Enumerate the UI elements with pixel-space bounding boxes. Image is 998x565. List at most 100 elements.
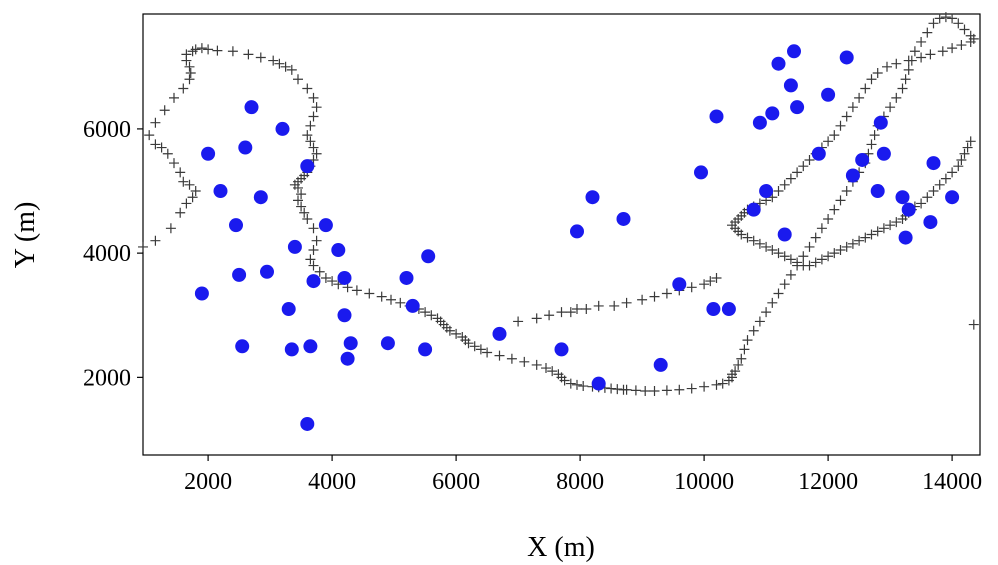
boundary-point (178, 83, 189, 94)
x-tick-label: 4000 (308, 469, 356, 495)
boundary-point (150, 117, 161, 128)
boundary-point (305, 120, 316, 131)
sample-point (343, 336, 358, 351)
boundary-point (469, 341, 480, 352)
sample-point (672, 277, 687, 292)
boundary-point (364, 288, 375, 299)
boundary-point (922, 192, 933, 203)
sample-point (765, 106, 780, 121)
boundary-point (376, 291, 387, 302)
sample-point (855, 152, 870, 167)
boundary-point (733, 359, 744, 370)
boundary-point (785, 173, 796, 184)
sample-point (945, 190, 960, 205)
boundary-point (965, 36, 976, 47)
boundary-point (823, 251, 834, 262)
sample-point (616, 211, 631, 226)
boundary-point (159, 105, 170, 116)
sample-point (337, 308, 352, 323)
boundary-point (609, 300, 620, 311)
boundary-point (175, 207, 186, 218)
boundary-point (506, 353, 517, 364)
boundary-point (630, 385, 641, 396)
boundary-point (965, 136, 976, 147)
sample-point (771, 56, 786, 71)
boundary-point (829, 130, 840, 141)
boundary-point (736, 353, 747, 364)
boundary-point (847, 102, 858, 113)
boundary-point (299, 207, 310, 218)
sample-point (839, 50, 854, 65)
boundary-point (882, 61, 892, 72)
y-tick-label: 2000 (83, 365, 131, 391)
sample-point (284, 342, 299, 357)
boundary-point (308, 223, 319, 234)
sample-point (492, 326, 507, 341)
boundary-point (311, 148, 322, 159)
sample-point (405, 298, 420, 313)
boundary-point (649, 291, 660, 302)
boundary-point (196, 43, 207, 54)
sample-point (260, 264, 274, 279)
sample-point (923, 215, 938, 230)
boundary-point (293, 182, 303, 193)
boundary-point (947, 43, 958, 54)
boundary-point (891, 92, 902, 103)
boundary-point (308, 260, 319, 271)
x-axis: 2000 4000 6000 8000 10000 12000 14000 (184, 455, 982, 495)
boundary-point (773, 248, 784, 259)
boundary-point (686, 383, 697, 394)
boundary-point (184, 74, 195, 85)
sample-point (759, 184, 774, 199)
boundary-point (482, 347, 493, 358)
boundary-point (835, 195, 846, 206)
boundary-point (686, 282, 697, 293)
boundary-point (175, 167, 186, 178)
boundary-point (308, 245, 319, 256)
x-tick-label: 6000 (432, 469, 480, 495)
boundary-point (311, 102, 322, 113)
boundary-point (255, 52, 266, 63)
boundary-point (544, 310, 555, 321)
boundary-point (717, 378, 728, 389)
boundary-point (835, 120, 846, 131)
boundary-point (637, 294, 648, 305)
boundary-point (761, 307, 772, 318)
sample-point (876, 146, 891, 161)
sample-point (244, 100, 259, 115)
x-tick-label: 8000 (556, 469, 604, 495)
boundary-point (736, 229, 747, 240)
boundary-point (940, 12, 951, 23)
boundary-point (286, 64, 297, 75)
boundary-point (785, 254, 796, 265)
boundary-point (519, 356, 530, 367)
boundary-point (559, 375, 570, 386)
boundary-point (426, 310, 437, 321)
boundary-point (181, 49, 192, 60)
boundary-point (841, 111, 852, 122)
boundary-point (962, 142, 973, 153)
boundary-point (816, 254, 827, 265)
boundary-point (184, 179, 195, 190)
boundary-point (940, 173, 951, 184)
boundary-point (804, 260, 815, 271)
boundary-point (531, 359, 542, 370)
sample-point (399, 270, 414, 285)
x-tick-label: 14000 (922, 469, 982, 495)
boundary-point (243, 49, 254, 60)
boundary-point (420, 307, 431, 318)
boundary-point (785, 269, 796, 280)
boundary-point (748, 235, 759, 246)
sample-point (821, 87, 836, 102)
boundary-point (711, 379, 722, 390)
boundary-point (612, 384, 623, 395)
boundary-point (227, 46, 238, 57)
boundary-point (351, 285, 362, 296)
sample-point (238, 140, 253, 155)
boundary-point (280, 61, 291, 72)
boundary-point (138, 241, 148, 252)
boundary-point (900, 74, 911, 85)
boundary-point (314, 266, 325, 277)
boundary-point (823, 136, 834, 147)
